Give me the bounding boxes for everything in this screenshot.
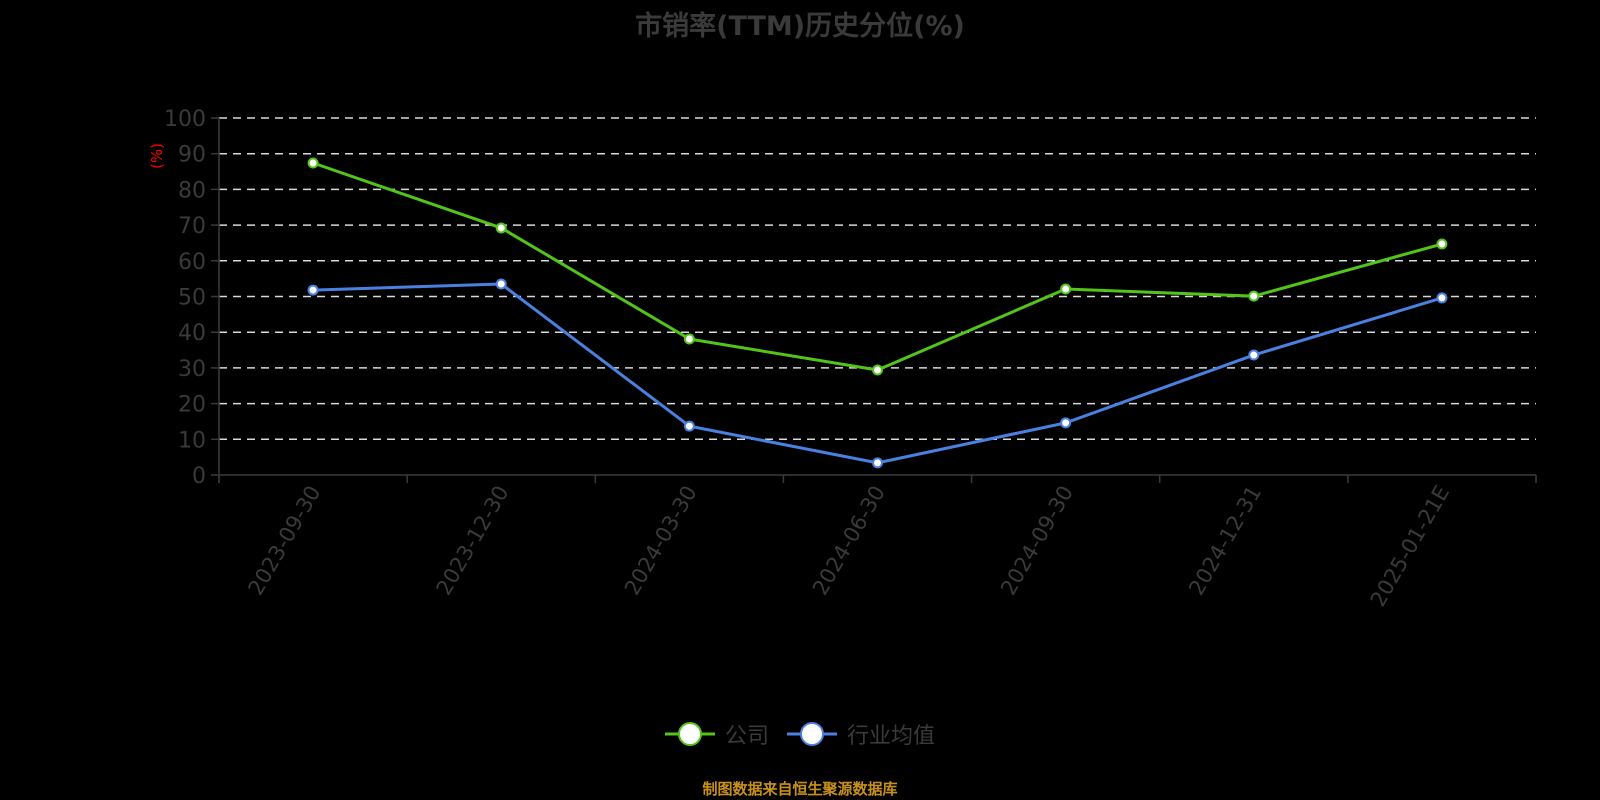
data-point[interactable] (872, 457, 883, 469)
data-point[interactable] (495, 278, 507, 290)
y-tick-label: 90 (178, 143, 206, 168)
legend-label-company: 公司 (724, 724, 769, 749)
legend-marker-company-icon (664, 722, 715, 746)
y-tick-label: 50 (178, 286, 206, 311)
data-point[interactable] (683, 420, 695, 432)
data-point[interactable] (1248, 290, 1260, 302)
x-tick-label: 2023-09-30 (244, 482, 326, 600)
y-tick-label: 60 (178, 250, 206, 275)
company-line (312, 161, 1443, 372)
chart-title: 市销率(TTM)历史分位(%) (635, 11, 965, 42)
data-point[interactable] (1060, 283, 1072, 295)
y-tick-label: 20 (178, 393, 206, 418)
legend: 公司 行业均值 (0, 718, 1600, 750)
x-tick-label: 2024-09-30 (996, 482, 1078, 600)
legend-label-industry: 行业均值 (847, 724, 936, 749)
data-point[interactable] (683, 333, 695, 345)
data-point[interactable] (872, 364, 883, 376)
y-tick-label: 40 (178, 321, 206, 346)
legend-item-industry[interactable]: 行业均值 (787, 718, 935, 750)
x-tick-label: 2024-06-30 (808, 482, 890, 600)
data-series (307, 157, 1448, 469)
legend-item-company[interactable]: 公司 (664, 718, 769, 750)
y-tick-label: 0 (192, 464, 206, 489)
grid-lines (219, 117, 1536, 441)
legend-marker-industry-icon (787, 722, 837, 746)
data-point[interactable] (1060, 417, 1072, 429)
data-point[interactable] (495, 222, 507, 234)
y-tick-label: 10 (178, 428, 206, 453)
x-tick-label: 2024-03-30 (620, 482, 702, 600)
data-point[interactable] (307, 284, 319, 296)
x-tick-label: 2025-01-21E (1366, 482, 1454, 611)
data-point[interactable] (1436, 238, 1448, 250)
data-point[interactable] (1248, 349, 1260, 361)
y-axis-unit-label: (%) (148, 143, 166, 169)
data-point[interactable] (307, 157, 319, 169)
y-tick-label: 30 (178, 357, 206, 382)
data-point[interactable] (1436, 292, 1448, 304)
x-tick-label: 2024-12-31 (1184, 482, 1266, 600)
x-tick-label: 2023-12-30 (432, 482, 514, 600)
y-tick-label: 100 (164, 107, 206, 132)
data-source-note: 制图数据来自恒生聚源数据库 (702, 780, 898, 798)
y-tick-label: 70 (178, 214, 206, 239)
y-tick-label: 80 (178, 178, 206, 203)
